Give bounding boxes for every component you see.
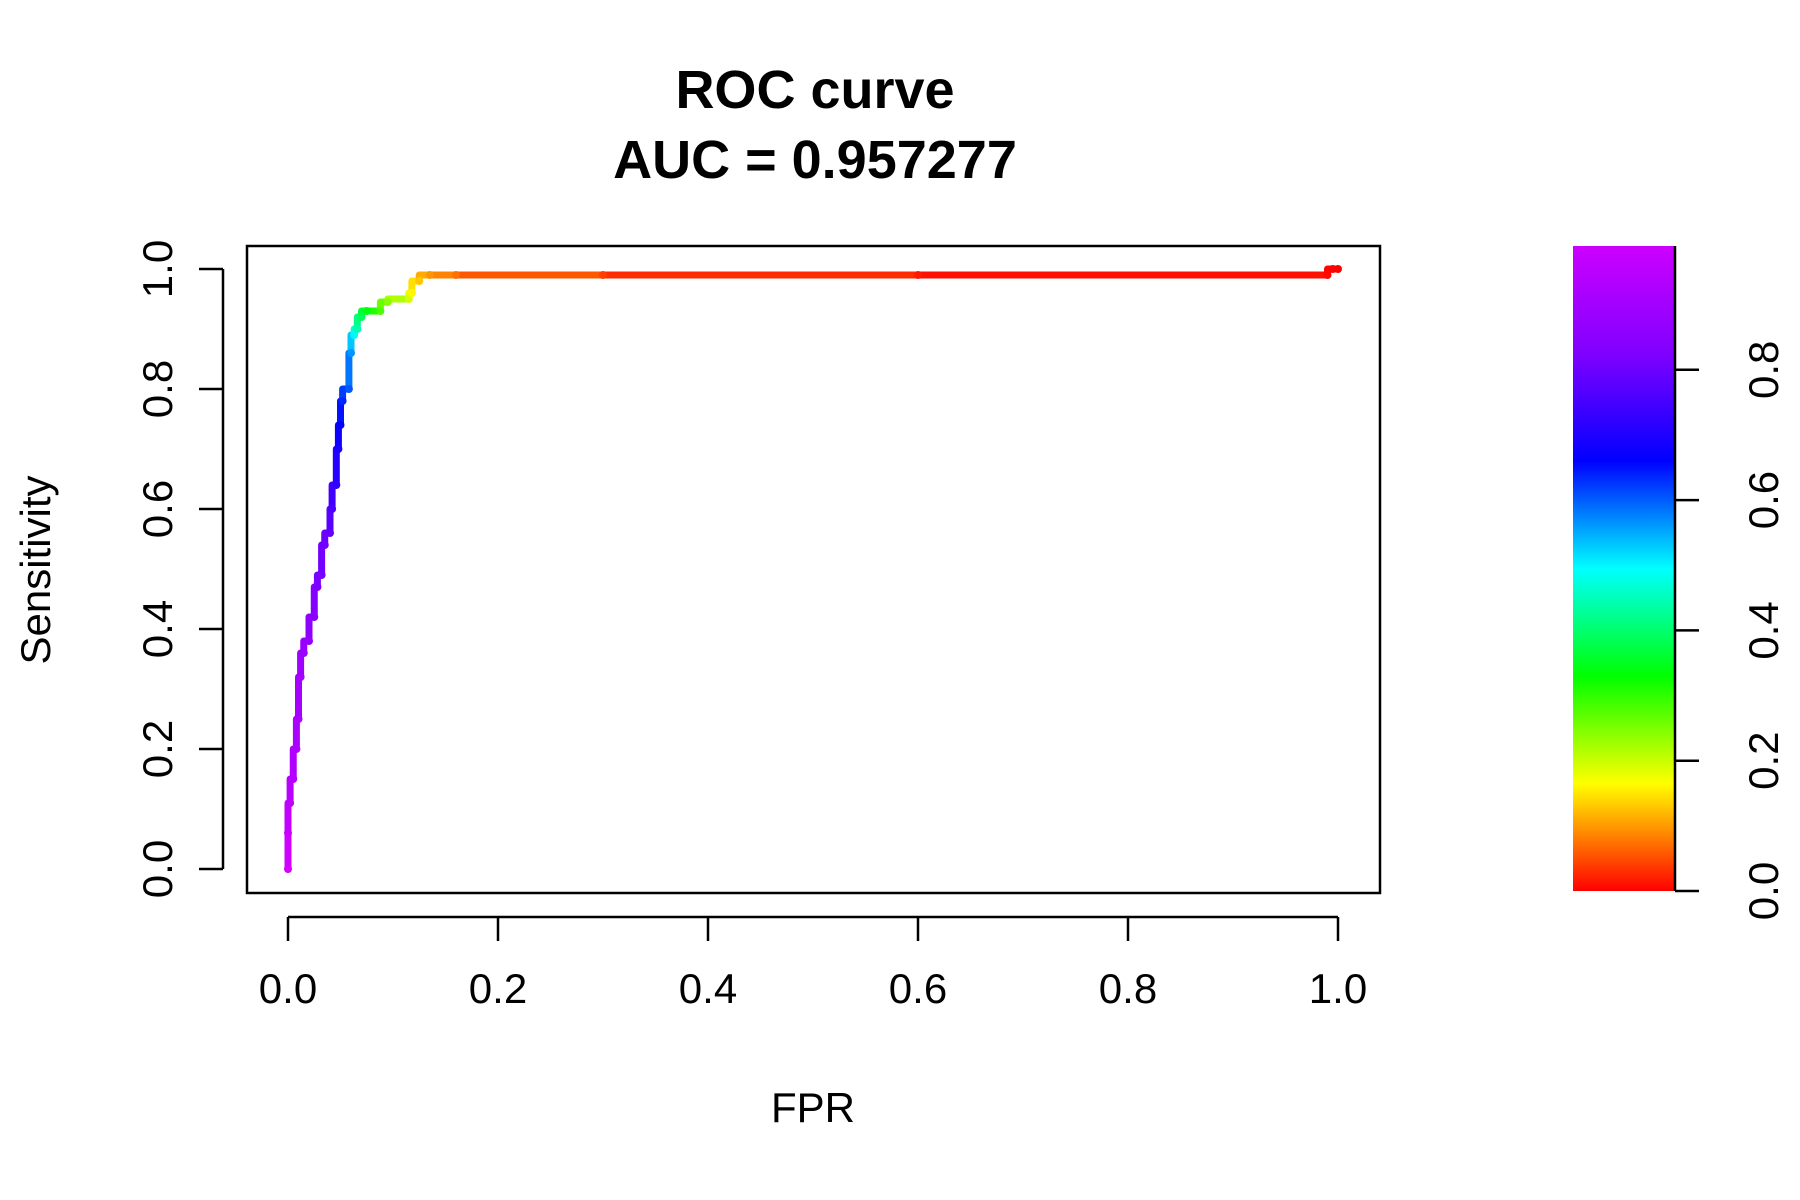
roc-segment-19 bbox=[345, 349, 355, 393]
roc-point-24 bbox=[362, 307, 371, 315]
roc-point-25 bbox=[376, 307, 385, 315]
roc-point-14 bbox=[328, 505, 337, 513]
chart-subtitle: AUC = 0.957277 bbox=[613, 130, 1017, 190]
roc-segment-15 bbox=[332, 445, 342, 489]
roc-point-12 bbox=[320, 541, 329, 549]
x-tick-label-5: 1.0 bbox=[1309, 965, 1367, 1012]
roc-point-16 bbox=[334, 445, 343, 453]
y-tick-label-5: 1.0 bbox=[134, 240, 181, 298]
roc-point-2 bbox=[286, 799, 295, 807]
roc-point-18 bbox=[338, 397, 347, 405]
y-tick-label-2: 0.4 bbox=[134, 600, 181, 658]
chart-title: ROC curve bbox=[675, 60, 954, 120]
roc-point-21 bbox=[350, 331, 359, 339]
y-tick-label-4: 0.8 bbox=[134, 360, 181, 418]
roc-point-6 bbox=[296, 673, 305, 681]
y-axis: 0.0 0.2 0.4 0.6 0.8 1.0 bbox=[134, 240, 225, 898]
roc-point-30 bbox=[425, 271, 434, 279]
y-tick-label-3: 0.6 bbox=[134, 480, 181, 538]
roc-point-33 bbox=[914, 271, 922, 279]
x-tick-label-4: 0.8 bbox=[1099, 965, 1157, 1012]
roc-segment-1 bbox=[284, 799, 294, 837]
roc-point-10 bbox=[313, 583, 322, 591]
colorbar-tick-label-3: 0.6 bbox=[1740, 471, 1787, 529]
roc-segment-9 bbox=[310, 583, 321, 621]
colorbar-tick-label-0: 0.0 bbox=[1740, 862, 1787, 920]
roc-point-28 bbox=[407, 289, 416, 297]
y-axis-label: Sensitivity bbox=[12, 475, 59, 664]
roc-curve bbox=[284, 265, 1342, 873]
roc-point-4 bbox=[292, 745, 301, 753]
roc-segment-3 bbox=[289, 745, 300, 783]
roc-point-29 bbox=[415, 277, 424, 285]
y-tick-label-1: 0.2 bbox=[134, 720, 181, 778]
roc-point-23 bbox=[357, 313, 366, 321]
roc-point-7 bbox=[299, 649, 308, 657]
roc-point-15 bbox=[332, 481, 341, 489]
roc-point-22 bbox=[353, 325, 362, 333]
roc-point-8 bbox=[305, 637, 313, 645]
plot-frame bbox=[245, 244, 1382, 895]
roc-point-19 bbox=[344, 385, 353, 393]
x-tick-label-0: 0.0 bbox=[259, 965, 317, 1012]
roc-point-11 bbox=[317, 571, 326, 579]
x-tick-label-3: 0.6 bbox=[889, 965, 947, 1012]
roc-point-9 bbox=[310, 613, 319, 621]
roc-point-27 bbox=[404, 295, 413, 303]
roc-point-17 bbox=[336, 421, 345, 429]
roc-segment-11 bbox=[318, 541, 329, 579]
roc-point-0 bbox=[284, 865, 292, 873]
roc-point-34 bbox=[1323, 271, 1332, 279]
roc-point-36 bbox=[1334, 265, 1342, 273]
roc-point-20 bbox=[347, 349, 355, 357]
roc-point-3 bbox=[289, 775, 298, 783]
colorbar-tick-label-1: 0.2 bbox=[1740, 732, 1787, 790]
colorbar-tick-label-2: 0.4 bbox=[1740, 601, 1787, 659]
roc-segment-4 bbox=[292, 715, 302, 753]
roc-point-26 bbox=[383, 298, 392, 306]
colorbar-axis: 0.0 0.2 0.4 0.6 0.8 bbox=[1673, 246, 1787, 920]
y-tick-label-0: 0.0 bbox=[134, 840, 181, 898]
roc-point-5 bbox=[294, 715, 303, 723]
x-axis-label: FPR bbox=[771, 1084, 855, 1131]
colorbar-tick-label-4: 0.8 bbox=[1740, 341, 1787, 399]
x-axis: 0.0 0.2 0.4 0.6 0.8 1.0 bbox=[259, 915, 1367, 1012]
roc-point-13 bbox=[326, 529, 334, 537]
roc-point-1 bbox=[284, 829, 292, 837]
x-tick-label-2: 0.4 bbox=[679, 965, 737, 1012]
colorbar bbox=[1573, 246, 1675, 891]
roc-point-31 bbox=[452, 271, 460, 279]
roc-segment-5 bbox=[295, 673, 305, 723]
roc-point-32 bbox=[599, 271, 607, 279]
x-tick-label-1: 0.2 bbox=[469, 965, 527, 1012]
